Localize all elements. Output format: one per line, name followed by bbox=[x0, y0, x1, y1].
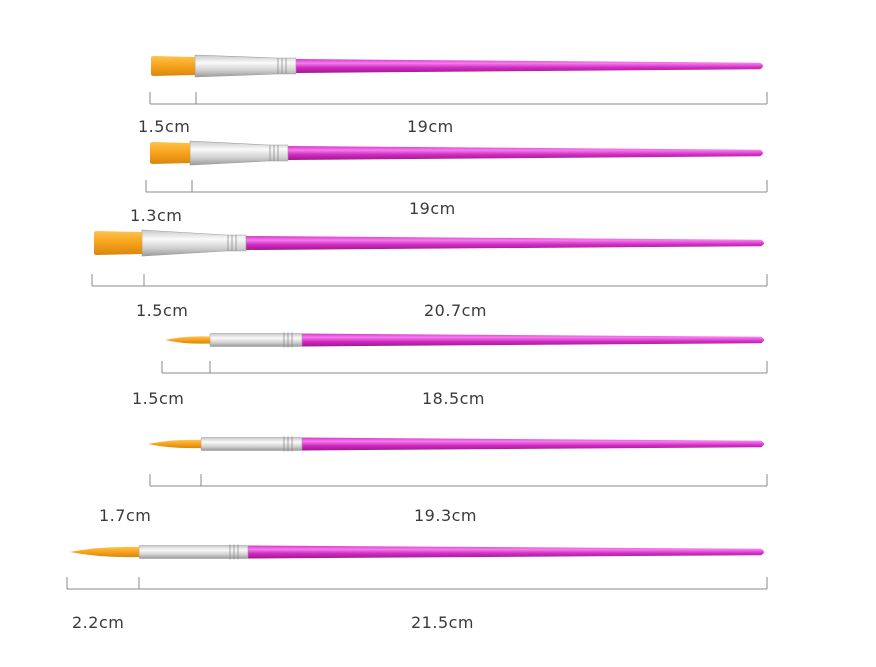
head-length-label-5: 1.7cm bbox=[99, 506, 152, 525]
head-length-label-2: 1.3cm bbox=[130, 206, 183, 225]
brush-6-ferrule bbox=[138, 545, 249, 559]
brush-2-ferrule bbox=[189, 140, 289, 166]
brush-2-handle bbox=[288, 146, 763, 160]
brush-3-ferrule bbox=[141, 229, 247, 257]
total-length-label-3: 20.7cm bbox=[424, 301, 488, 320]
total-length-label-2: 19cm bbox=[409, 199, 456, 218]
brush-4-bristles bbox=[165, 336, 210, 344]
head-length-label-6: 2.2cm bbox=[72, 613, 125, 632]
total-length-label-6: 21.5cm bbox=[411, 613, 475, 632]
brush-1-bristles bbox=[151, 56, 195, 76]
brush-2-bristles bbox=[150, 142, 190, 164]
brush-5-ferrule bbox=[200, 437, 303, 451]
brush-4-handle bbox=[302, 333, 764, 347]
brush-1-ferrule bbox=[194, 54, 297, 78]
head-length-label-3: 1.5cm bbox=[136, 301, 189, 320]
total-length-label-4: 18.5cm bbox=[422, 389, 486, 408]
head-length-label-1: 1.5cm bbox=[138, 117, 191, 136]
brush-1-handle bbox=[296, 59, 763, 73]
brush-6-bristles bbox=[70, 546, 139, 558]
head-length-label-4: 1.5cm bbox=[132, 389, 185, 408]
brush-5-handle bbox=[302, 437, 764, 451]
brush-3-handle bbox=[246, 236, 764, 250]
total-length-label-5: 19.3cm bbox=[414, 506, 478, 525]
brush-3-bristles bbox=[94, 231, 142, 255]
brush-5-bristles bbox=[148, 439, 201, 449]
brush-6-handle bbox=[248, 545, 764, 559]
total-length-label-1: 19cm bbox=[407, 117, 454, 136]
